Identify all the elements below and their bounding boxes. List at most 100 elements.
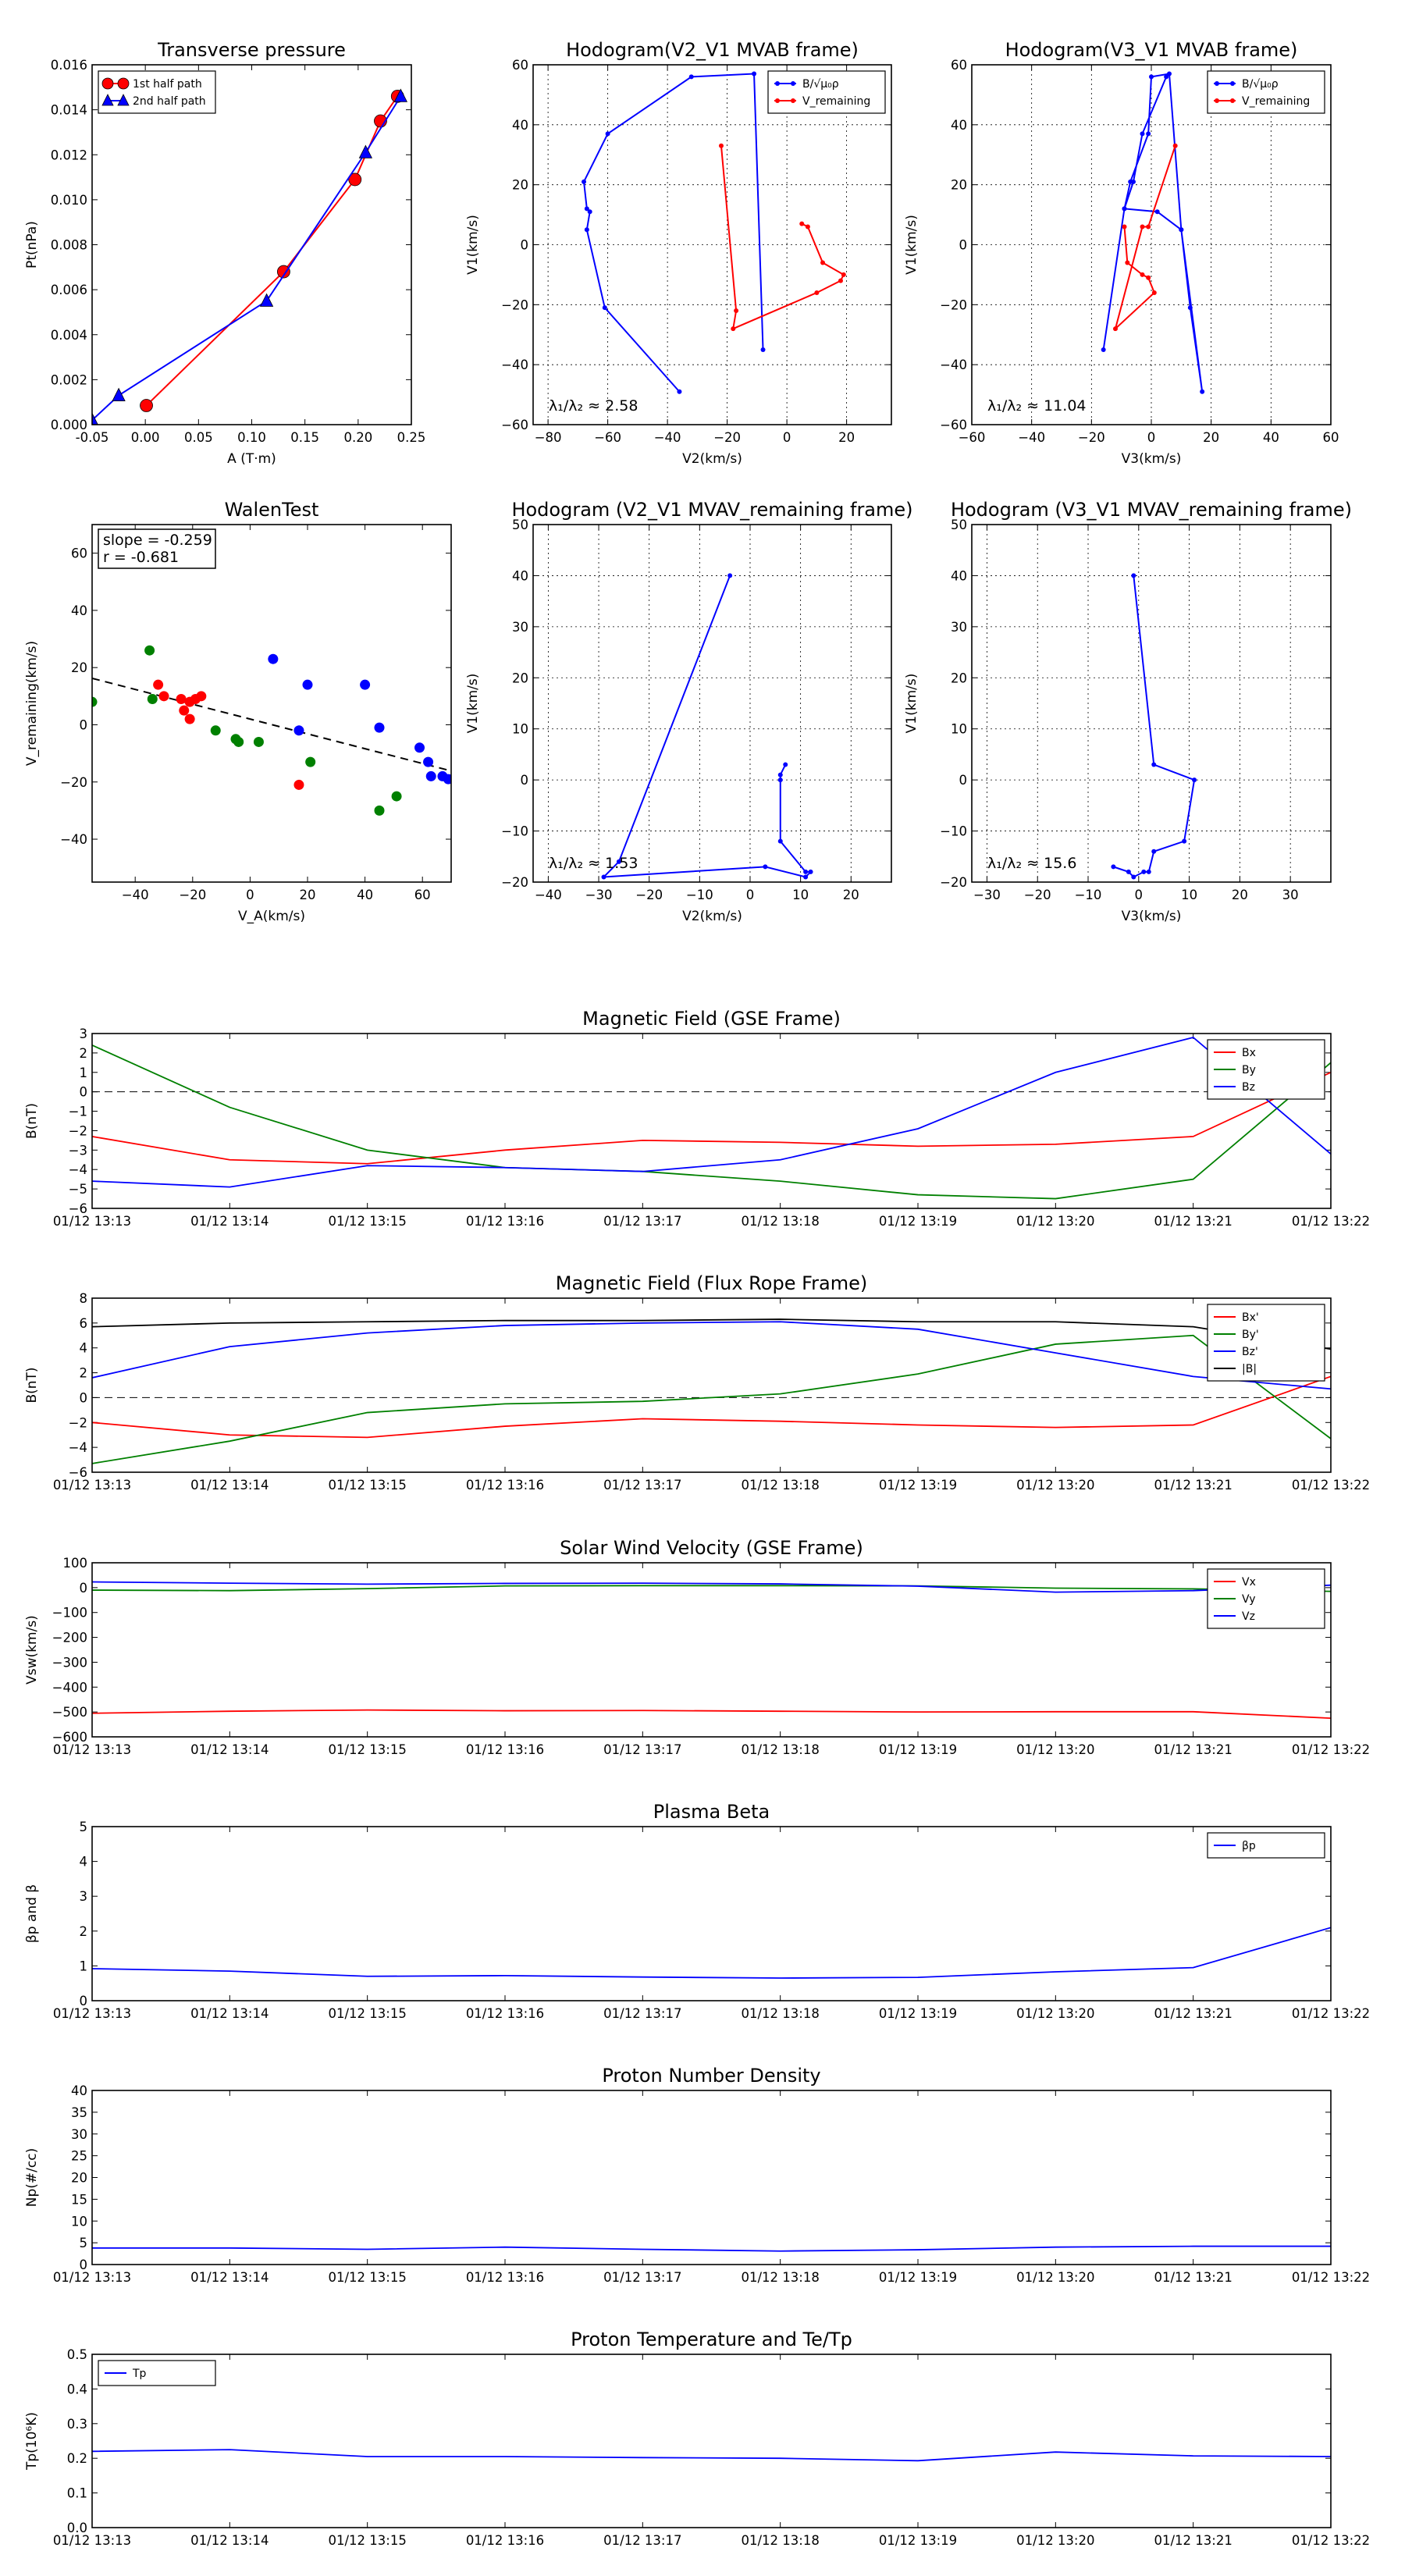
x-tick-label: 01/12 13:20 (1016, 1214, 1094, 1229)
y-tick-label: −40 (940, 358, 967, 372)
data-point (1140, 131, 1145, 137)
x-tick-label: 0 (246, 888, 254, 902)
data-point (814, 290, 820, 295)
x-tick-label: 01/12 13:13 (53, 2006, 131, 2021)
y-tick-label: 30 (951, 620, 967, 635)
x-tick-label: 01/12 13:22 (1292, 1214, 1370, 1229)
data-point (358, 144, 373, 158)
data-point (302, 679, 313, 690)
series-line (92, 1927, 1331, 1979)
y-tick-label: 0.0 (67, 2521, 87, 2535)
data-point (1113, 326, 1118, 332)
data-point (777, 777, 783, 783)
x-tick-label: 01/12 13:15 (328, 1478, 406, 1493)
plot-frame (91, 2354, 1332, 2528)
series-layer (92, 2449, 1331, 2462)
data-point (841, 272, 846, 277)
data-point (688, 74, 694, 80)
data-point (101, 94, 114, 106)
y-tick-label: 0.004 (51, 328, 87, 343)
data-point (584, 227, 589, 233)
series-layer (601, 573, 813, 880)
data-point (276, 265, 290, 279)
y-tick-label: −20 (60, 775, 87, 790)
y-tick-label: 30 (512, 620, 528, 635)
series-line (92, 1321, 1331, 1390)
x-tick-label: 01/12 13:21 (1154, 2270, 1232, 2285)
legend-label: Vx (1242, 1576, 1256, 1589)
x-tick-label: 10 (792, 888, 809, 902)
data-point (718, 143, 724, 148)
x-tick-label: 01/12 13:15 (328, 2533, 406, 2548)
legend-label: Bx (1242, 1047, 1256, 1059)
data-point (820, 260, 826, 265)
y-tick-label: 40 (512, 118, 528, 133)
y-tick-label: 3 (80, 1889, 88, 1904)
x-tick-label: 01/12 13:18 (741, 1214, 819, 1229)
legend-label: 1st half path (133, 78, 202, 91)
x-tick-label: −30 (973, 888, 1001, 902)
data-point (791, 81, 795, 86)
data-point (1131, 874, 1136, 880)
y-tick-label: 60 (71, 546, 87, 561)
legend-box (98, 70, 216, 114)
legend: 1st half path 2nd half path (98, 70, 216, 114)
data-point (587, 209, 592, 215)
data-point (1215, 98, 1219, 103)
x-tick-label: 01/12 13:13 (53, 2533, 131, 2548)
data-point (101, 77, 114, 90)
y-axis-label: Pt(nPa) (24, 221, 40, 269)
y-tick-label: 50 (512, 518, 528, 532)
data-point (1182, 838, 1187, 844)
y-tick-label: 8 (80, 1291, 88, 1306)
annotation-box (98, 528, 216, 569)
series-line (92, 1036, 1331, 1188)
x-tick-label: 01/12 13:13 (53, 1742, 131, 1757)
annotation-line: r = -0.681 (103, 549, 179, 566)
y-tick-label: −500 (52, 1705, 87, 1720)
eigen-ratio-annotation: λ₁/λ₂ ≈ 11.04 (987, 397, 1087, 415)
x-tick-label: −20 (635, 888, 663, 902)
data-point (602, 305, 607, 311)
legend-label: B/√μ₀ρ (1242, 78, 1279, 91)
x-tick-label: 01/12 13:22 (1292, 2533, 1370, 2548)
data-point (803, 869, 809, 874)
y-tick-label: −10 (940, 824, 967, 839)
y-tick-label: 5 (80, 1820, 88, 1834)
x-tick-label: 0 (783, 430, 791, 445)
y-axis-label: V1(km/s) (904, 215, 919, 275)
y-axis-label: Tp(10⁶K) (24, 2412, 40, 2471)
series-line (92, 1044, 1331, 1200)
y-tick-label: −10 (501, 824, 528, 839)
legend-label: Bx' (1242, 1311, 1259, 1324)
x-tick-label: 01/12 13:14 (190, 1478, 269, 1493)
series-layer (92, 2245, 1331, 2252)
x-axis-label: V2(km/s) (682, 909, 742, 924)
x-tick-label: −40 (1018, 430, 1045, 445)
data-point (348, 173, 362, 187)
series-line (720, 145, 845, 330)
x-tick-label: 01/12 13:22 (1292, 2006, 1370, 2021)
series-line (92, 1581, 1331, 1593)
data-point (423, 756, 434, 767)
legend-label: By (1242, 1064, 1256, 1076)
y-axis-label: V1(km/s) (465, 215, 481, 275)
data-point (1122, 224, 1127, 229)
x-tick-label: 01/12 13:19 (879, 2270, 957, 2285)
data-point (1131, 573, 1136, 578)
series-layer (92, 88, 408, 425)
y-tick-label: −4 (69, 1440, 87, 1455)
x-tick-label: 01/12 13:15 (328, 2270, 406, 2285)
y-tick-label: −600 (52, 1730, 87, 1745)
x-tick-label: 60 (1323, 430, 1339, 445)
data-point (775, 98, 780, 103)
data-point (1200, 389, 1205, 394)
y-tick-label: 0 (80, 2258, 88, 2272)
data-point (1167, 71, 1172, 76)
y-tick-label: −4 (69, 1162, 87, 1177)
x-tick-label: 01/12 13:14 (190, 1214, 269, 1229)
data-point (601, 874, 606, 880)
x-tick-label: 01/12 13:15 (328, 2006, 406, 2021)
y-tick-label: 100 (63, 1556, 88, 1571)
